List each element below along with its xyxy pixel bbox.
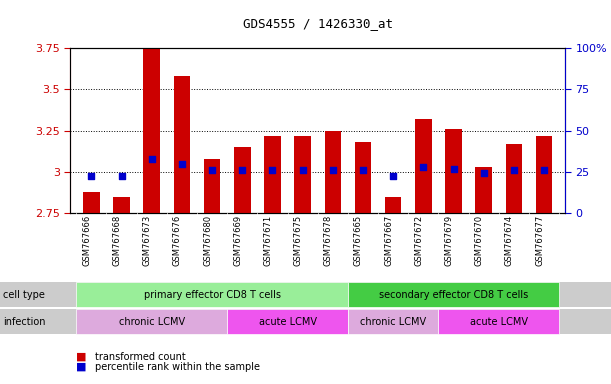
Text: GSM767677: GSM767677: [535, 215, 544, 266]
Bar: [475, 167, 492, 213]
Point: [298, 167, 307, 173]
Point: [238, 167, 247, 173]
Text: chronic LCMV: chronic LCMV: [119, 316, 185, 327]
Bar: [113, 197, 130, 213]
Text: GSM767667: GSM767667: [384, 215, 393, 266]
Bar: [144, 26, 160, 213]
Bar: [174, 76, 190, 213]
Point: [207, 167, 217, 173]
Point: [268, 167, 277, 173]
Text: GDS4555 / 1426330_at: GDS4555 / 1426330_at: [243, 17, 393, 30]
Point: [328, 167, 338, 173]
Point: [388, 174, 398, 180]
Text: acute LCMV: acute LCMV: [470, 316, 528, 327]
Bar: [234, 147, 251, 213]
Text: transformed count: transformed count: [95, 352, 186, 362]
Point: [479, 170, 489, 177]
Text: percentile rank within the sample: percentile rank within the sample: [95, 362, 260, 372]
Text: GSM767676: GSM767676: [173, 215, 182, 266]
Bar: [355, 142, 371, 213]
Text: GSM767673: GSM767673: [143, 215, 152, 266]
Text: GSM767679: GSM767679: [445, 215, 453, 266]
Point: [87, 174, 97, 180]
Text: GSM767674: GSM767674: [505, 215, 514, 266]
Bar: [505, 144, 522, 213]
Text: GSM767671: GSM767671: [263, 215, 273, 266]
Text: GSM767675: GSM767675: [294, 215, 302, 266]
Bar: [83, 192, 100, 213]
Text: GSM767680: GSM767680: [203, 215, 212, 266]
Bar: [204, 159, 221, 213]
Bar: [385, 197, 401, 213]
Text: ■: ■: [76, 352, 87, 362]
Bar: [415, 119, 431, 213]
Text: ■: ■: [76, 362, 87, 372]
Bar: [295, 136, 311, 213]
Text: GSM767672: GSM767672: [414, 215, 423, 266]
Point: [358, 167, 368, 173]
Bar: [324, 131, 341, 213]
Point: [177, 161, 187, 167]
Text: GSM767678: GSM767678: [324, 215, 333, 266]
Text: GSM767669: GSM767669: [233, 215, 243, 266]
Bar: [445, 129, 462, 213]
Text: cell type: cell type: [3, 290, 45, 300]
Text: infection: infection: [3, 316, 46, 327]
Point: [509, 167, 519, 173]
Text: acute LCMV: acute LCMV: [258, 316, 316, 327]
Text: GSM767665: GSM767665: [354, 215, 363, 266]
Point: [539, 167, 549, 173]
Point: [448, 166, 458, 172]
Bar: [264, 136, 280, 213]
Point: [147, 156, 156, 162]
Text: chronic LCMV: chronic LCMV: [360, 316, 426, 327]
Text: primary effector CD8 T cells: primary effector CD8 T cells: [144, 290, 280, 300]
Text: GSM767668: GSM767668: [112, 215, 122, 266]
Text: GSM767670: GSM767670: [475, 215, 484, 266]
Text: GSM767666: GSM767666: [82, 215, 92, 266]
Point: [117, 174, 126, 180]
Bar: [536, 136, 552, 213]
Point: [419, 164, 428, 170]
Text: secondary effector CD8 T cells: secondary effector CD8 T cells: [379, 290, 528, 300]
